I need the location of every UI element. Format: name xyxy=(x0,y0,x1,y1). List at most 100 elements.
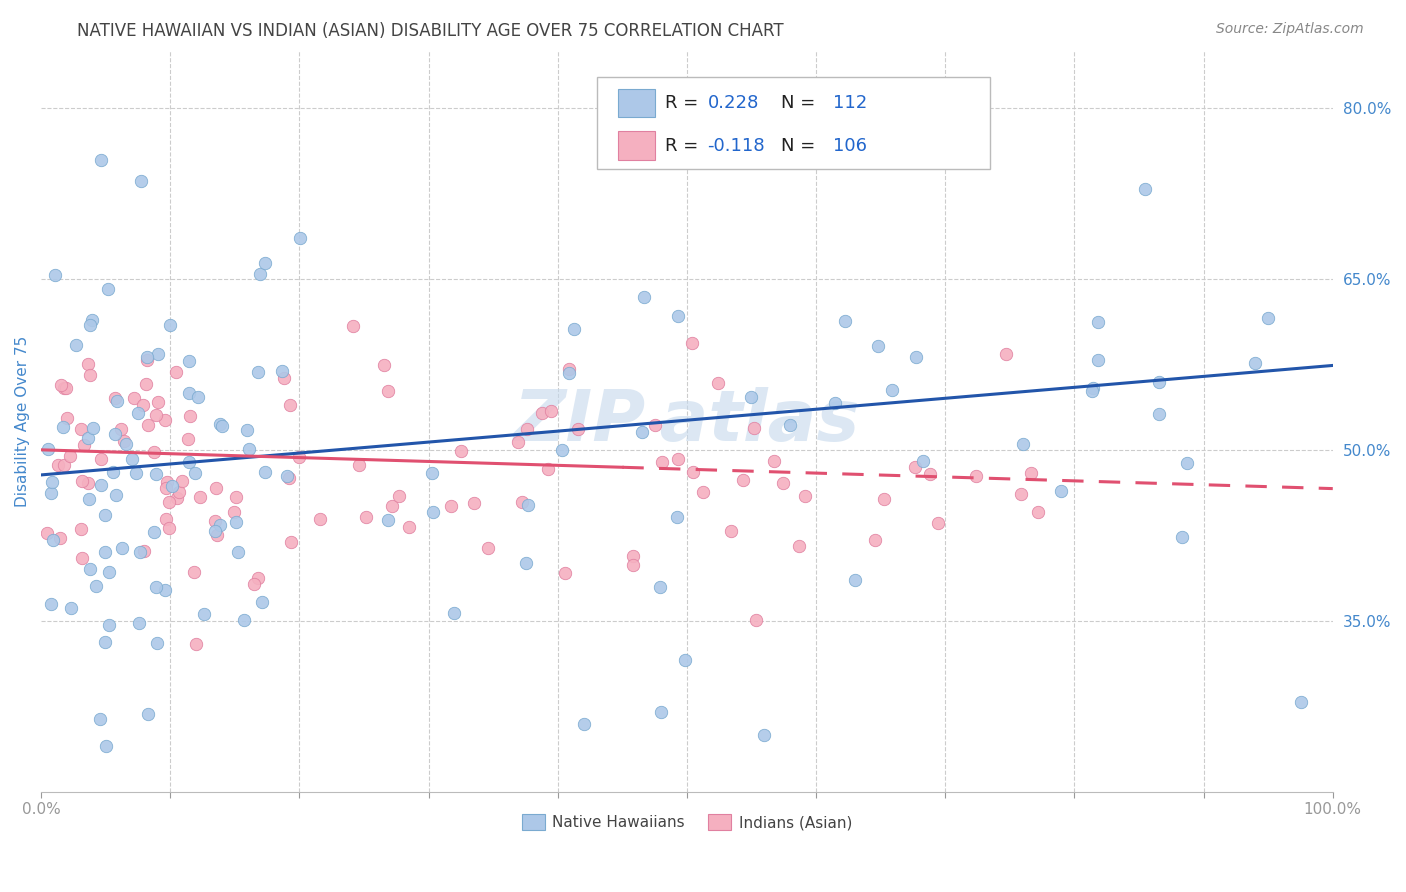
Point xyxy=(77,475,100,490)
Point xyxy=(104,426,127,441)
Point xyxy=(52,381,75,395)
Text: 106: 106 xyxy=(832,136,868,154)
Point xyxy=(35,526,58,541)
Point xyxy=(1010,487,1032,501)
Point xyxy=(477,541,499,555)
Point xyxy=(177,454,200,468)
Point xyxy=(49,531,72,545)
Point xyxy=(97,283,120,297)
Point xyxy=(127,406,149,420)
Point xyxy=(651,455,673,469)
Point xyxy=(90,477,112,491)
Legend: Native Hawaiians, Indians (Asian): Native Hawaiians, Indians (Asian) xyxy=(516,808,858,836)
Point xyxy=(98,565,121,579)
Point xyxy=(551,442,574,457)
Point xyxy=(188,491,211,505)
Point xyxy=(666,452,689,467)
Point xyxy=(824,396,846,410)
Point xyxy=(167,485,190,500)
Point xyxy=(630,425,652,439)
Point xyxy=(1289,695,1312,709)
Point xyxy=(377,384,399,399)
Point xyxy=(270,364,292,378)
Point xyxy=(179,354,201,368)
Point xyxy=(621,549,644,563)
Point xyxy=(440,499,463,513)
Point xyxy=(225,515,247,529)
Point xyxy=(681,336,703,351)
Point xyxy=(79,318,101,332)
Point xyxy=(388,489,411,503)
Point xyxy=(183,566,205,580)
Point xyxy=(79,368,101,382)
Point xyxy=(226,545,249,559)
Point xyxy=(238,442,260,457)
Point xyxy=(280,535,302,549)
Point xyxy=(70,474,93,488)
Point xyxy=(1081,384,1104,398)
Point xyxy=(665,510,688,524)
Point xyxy=(211,419,233,434)
Point xyxy=(112,434,135,449)
Point xyxy=(288,450,311,464)
Text: NATIVE HAWAIIAN VS INDIAN (ASIAN) DISABILITY AGE OVER 75 CORRELATION CHART: NATIVE HAWAIIAN VS INDIAN (ASIAN) DISABI… xyxy=(77,22,785,40)
Point xyxy=(706,376,728,391)
Point xyxy=(101,465,124,479)
Point xyxy=(278,398,301,412)
Point xyxy=(111,541,134,555)
Point xyxy=(79,491,101,506)
Text: 112: 112 xyxy=(832,95,868,112)
Y-axis label: Disability Age Over 75: Disability Age Over 75 xyxy=(15,335,30,507)
Point xyxy=(76,357,98,371)
Text: 0.228: 0.228 xyxy=(707,95,759,112)
Point xyxy=(233,613,256,627)
Point xyxy=(250,595,273,609)
Point xyxy=(342,319,364,334)
Point xyxy=(129,544,152,558)
Point xyxy=(1170,530,1192,544)
Point xyxy=(567,422,589,436)
Point xyxy=(142,444,165,458)
Point xyxy=(422,466,444,480)
Point xyxy=(844,573,866,587)
Point xyxy=(146,636,169,650)
Point xyxy=(89,712,111,726)
Point xyxy=(243,577,266,591)
Point xyxy=(145,408,167,422)
Point xyxy=(177,386,200,401)
Point xyxy=(121,452,143,467)
Point xyxy=(247,366,270,380)
Point xyxy=(184,466,207,480)
Point xyxy=(1135,181,1157,195)
Point xyxy=(170,474,193,488)
Point xyxy=(540,404,562,418)
Point xyxy=(145,580,167,594)
Point xyxy=(157,521,180,535)
Point xyxy=(644,417,666,432)
Point xyxy=(59,600,82,615)
Point xyxy=(918,467,941,481)
Point xyxy=(253,256,276,270)
Point xyxy=(132,398,155,412)
Point xyxy=(249,268,271,282)
Point xyxy=(377,513,399,527)
Point xyxy=(205,527,228,541)
Point xyxy=(1147,375,1170,389)
Point xyxy=(70,422,93,436)
Point xyxy=(160,479,183,493)
Point xyxy=(204,514,226,528)
Point xyxy=(177,432,200,446)
Point xyxy=(537,461,560,475)
Point xyxy=(740,391,762,405)
Point xyxy=(868,338,890,352)
Point xyxy=(863,533,886,547)
Point xyxy=(1244,356,1267,370)
Point xyxy=(880,383,903,397)
Point xyxy=(115,436,138,450)
Point xyxy=(156,475,179,490)
Point xyxy=(276,468,298,483)
Point xyxy=(650,580,672,594)
Point xyxy=(731,473,754,487)
Point xyxy=(1026,505,1049,519)
Point xyxy=(349,458,371,472)
